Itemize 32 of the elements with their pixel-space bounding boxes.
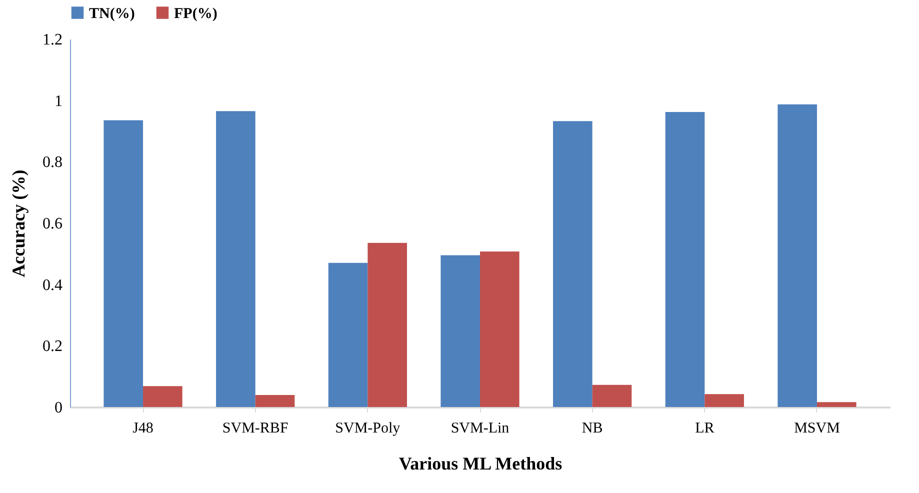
y-axis-title: Accuracy (%) [8, 170, 28, 278]
legend-label: TN(%) [89, 6, 135, 22]
bar [553, 121, 592, 407]
y-tick-label: 0 [54, 400, 62, 416]
x-tick-label: SVM-Lin [450, 420, 510, 436]
bar [328, 262, 368, 407]
bar [216, 111, 256, 407]
bar [143, 386, 182, 407]
y-tick-label: 0.2 [42, 338, 62, 356]
bar [480, 252, 520, 407]
x-tick-label: NB [582, 420, 603, 436]
bar [592, 384, 632, 407]
legend-label: FP(%) [174, 6, 218, 22]
x-tick-label: MSVM [794, 420, 840, 436]
bar [368, 242, 407, 407]
x-tick-label: SVM-RBF [222, 420, 288, 436]
x-axis-title: Various ML Methods [398, 454, 562, 474]
bar [704, 394, 744, 407]
bar [104, 120, 144, 407]
y-tick-label: 1 [54, 92, 62, 110]
y-tick-label: 0.6 [42, 216, 62, 232]
bar [816, 402, 856, 407]
bar [255, 395, 295, 407]
x-tick-label: J48 [132, 420, 154, 436]
y-tick-label: 0.8 [42, 154, 62, 172]
x-tick-label: SVM-Poly [335, 420, 401, 436]
x-tick-label: LR [695, 420, 714, 436]
bar [440, 255, 480, 407]
bar [778, 104, 817, 407]
y-tick-label: 1.2 [42, 32, 62, 48]
y-tick-label: 0.4 [42, 276, 62, 294]
bar [665, 112, 705, 407]
